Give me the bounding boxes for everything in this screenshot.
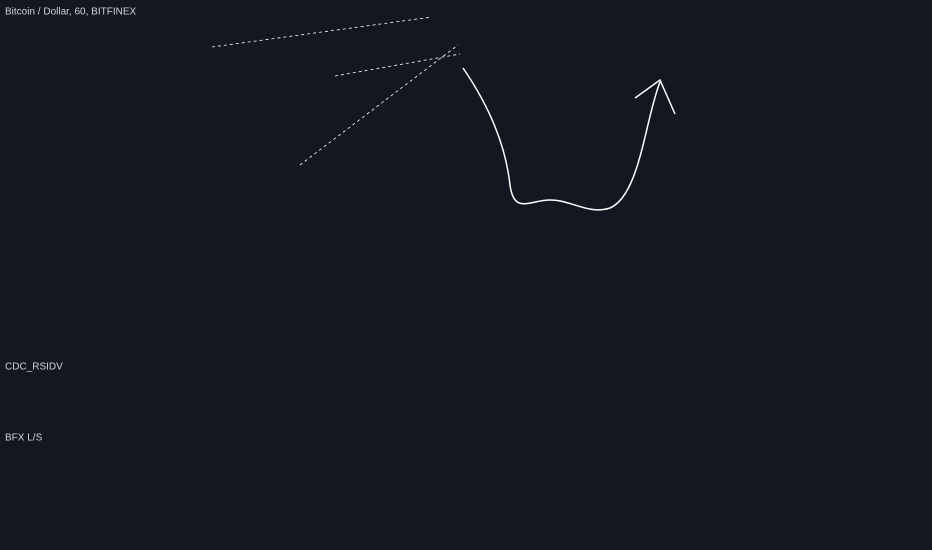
pane-title: CDC_RSIDV (5, 362, 63, 373)
hand-drawn-arrow (634, 78, 676, 115)
hand-drawn-path (462, 67, 661, 211)
labels: Bitcoin / Dollar, 60, BITFINEX CDC_RSIDV… (5, 7, 136, 444)
trend-line (211, 16, 433, 48)
pane-title: BFX L/S (5, 433, 43, 444)
chart-title: Bitcoin / Dollar, 60, BITFINEX (5, 7, 136, 18)
drawings (211, 16, 676, 211)
